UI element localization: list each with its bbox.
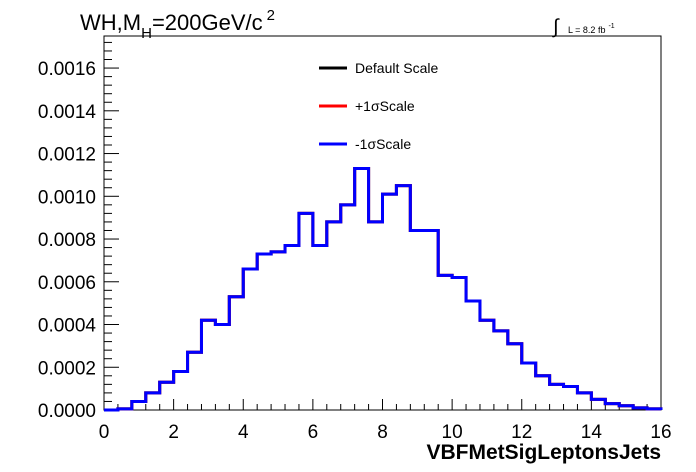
x-tick-label: 8 xyxy=(377,422,388,443)
legend-label: Default Scale xyxy=(355,60,438,76)
integral-sign: ∫ xyxy=(552,16,560,38)
chart-title: WH,MH=200GeV/c 2 xyxy=(80,7,275,42)
y-tick-label: 0.0002 xyxy=(38,358,96,379)
x-tick-label: 0 xyxy=(99,422,110,443)
legend: Default Scale +1σScale -1σScale xyxy=(319,60,438,152)
series-layer xyxy=(104,167,663,412)
legend-label: -1σScale xyxy=(355,136,411,152)
lumi-text: L = 8.2 fb xyxy=(568,25,605,35)
x-tick-label: 10 xyxy=(442,422,463,443)
y-tick-label: 0.0008 xyxy=(38,230,96,251)
x-tick-label: 2 xyxy=(168,422,179,443)
luminosity-label: L = 8.2 fb -1 xyxy=(568,23,615,35)
title-subscript: H xyxy=(141,25,152,42)
lumi-superscript: -1 xyxy=(608,23,614,30)
y-tick-label: 0.0010 xyxy=(38,187,96,208)
x-tick-label: 6 xyxy=(308,422,319,443)
y-tick-label: 0.0012 xyxy=(38,145,96,166)
title-main: WH,M xyxy=(80,10,141,35)
y-tick-label: 0.0006 xyxy=(38,273,96,294)
y-tick-label: 0.0004 xyxy=(38,316,97,337)
x-tick-label: 4 xyxy=(238,422,249,443)
y-tick-label: 0.0014 xyxy=(38,102,97,123)
title-rest: =200GeV/c xyxy=(152,10,263,35)
y-tick-label: 0.0000 xyxy=(38,401,96,422)
x-tick-label: 14 xyxy=(581,422,603,443)
x-axis-label: VBFMetSigLeptonsJets xyxy=(426,441,661,464)
y-tick-label: 0.0016 xyxy=(38,59,96,80)
histogram-series-3 xyxy=(104,167,663,412)
title-superscript: 2 xyxy=(267,7,275,24)
legend-label: +1σScale xyxy=(355,98,415,114)
axes: 0 2 4 6 8 10 12 14 16 0.0000 0.0002 0.0004 0.0006 0.0… xyxy=(38,41,672,443)
x-tick-label: 16 xyxy=(650,422,671,443)
x-tick-label: 12 xyxy=(511,422,532,443)
